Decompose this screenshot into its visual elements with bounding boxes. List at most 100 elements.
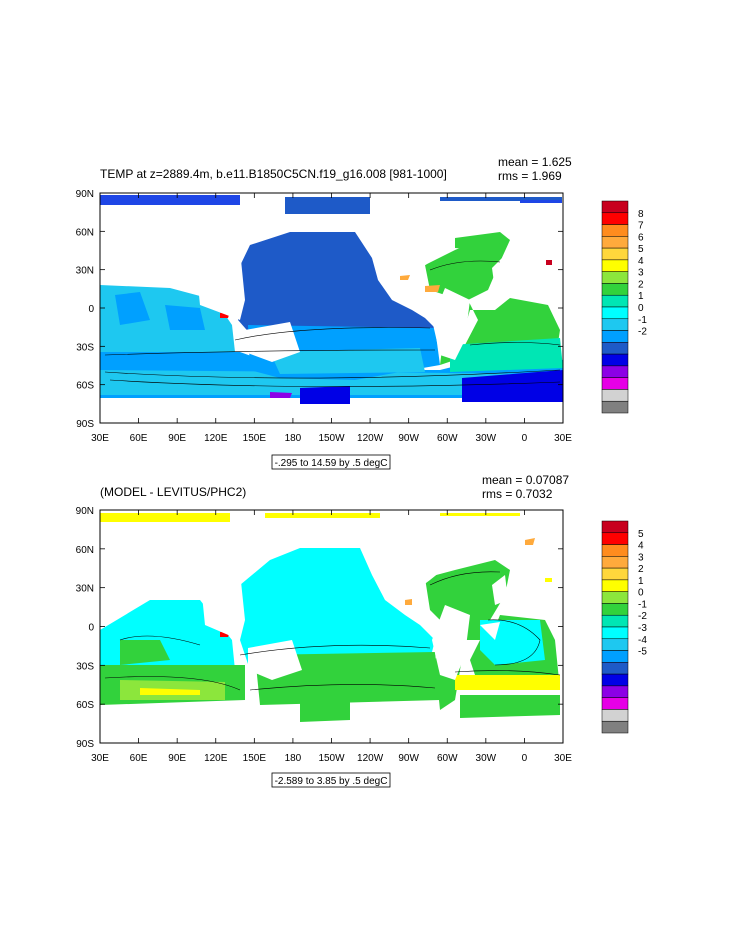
bottom-lat-label: 0 <box>88 623 94 634</box>
top-map-field <box>100 195 563 404</box>
bottom-colorbar-box <box>601 520 629 534</box>
top-colorbar-label: 8 <box>638 209 644 220</box>
bottom-colorbar-box <box>601 603 629 616</box>
bottom-colorbar-box <box>601 626 629 640</box>
top-lat-label: 60S <box>76 381 94 392</box>
top-lon-label: 30E <box>91 433 109 444</box>
top-colorbar-box <box>601 212 629 225</box>
top-colorbar-box <box>601 353 629 367</box>
top-range-text: -.295 to 14.59 by .5 degC <box>275 458 388 469</box>
bottom-colorbar-box <box>601 720 629 734</box>
bottom-lon-label: 90E <box>168 753 186 764</box>
top-lon-label: 90E <box>168 433 186 444</box>
bottom-lon-label: 150E <box>243 753 267 764</box>
top-lat-label: 60N <box>76 227 94 238</box>
top-colorbar-label: 1 <box>638 291 644 302</box>
bottom-colorbar-label: 5 <box>638 529 644 540</box>
top-lat-label: 30S <box>76 342 94 353</box>
bottom-lat-label: 60S <box>76 700 94 711</box>
top-colorbar-box <box>601 283 629 296</box>
top-colorbar-box <box>601 224 629 237</box>
bottom-lat-label: 90S <box>76 739 94 750</box>
top-range-box <box>271 454 391 470</box>
bottom-mean: mean = 0.07087 <box>482 473 569 487</box>
top-colorbar-box <box>601 342 629 355</box>
bottom-lon-label: 60E <box>130 753 148 764</box>
top-colorbar-label: 0 <box>638 303 644 314</box>
top-rms: rms = 1.969 <box>498 169 562 183</box>
top-lon-label: 150W <box>318 433 345 444</box>
bottom-colorbar-box <box>601 685 629 698</box>
top-panel: TEMP at z=2889.4m, b.e11.B1850C5CN.f19_g… <box>76 155 647 470</box>
top-colorbar-box <box>601 200 629 214</box>
top-colorbar-box <box>601 259 629 272</box>
top-lon-label: 120W <box>357 433 384 444</box>
bottom-colorbar-box <box>601 556 629 569</box>
top-colorbar-box <box>601 330 629 343</box>
bottom-colorbar-label: -5 <box>638 647 647 658</box>
top-lat-label: 30N <box>76 266 94 277</box>
bottom-lon-label: 30E <box>554 753 572 764</box>
top-colorbar-label: 5 <box>638 244 644 255</box>
bottom-colorbar-label: 0 <box>638 588 644 599</box>
bottom-colorbar-label: -4 <box>638 635 647 646</box>
bottom-lon-label: 30E <box>91 753 109 764</box>
bottom-colorbar-label: -3 <box>638 623 647 634</box>
top-lon-label: 30E <box>554 433 572 444</box>
bottom-colorbar-box <box>601 532 629 545</box>
top-lon-axis: 30E 60E 90E 120E 150E 180 150W 120W 90W 60W 30W 0 30… <box>91 193 572 444</box>
top-colorbar-label: 3 <box>638 268 644 279</box>
bottom-range-text: -2.589 to 3.85 by .5 degC <box>275 776 388 787</box>
bottom-colorbar-box <box>601 673 629 687</box>
bottom-colorbar-label: 3 <box>638 552 644 563</box>
top-colorbar-label: 6 <box>638 232 644 243</box>
bottom-panel: (MODEL - LEVITUS/PHC2) mean = 0.07087 rm… <box>76 473 647 788</box>
top-colorbar-box <box>601 306 629 320</box>
top-lon-label: 120E <box>204 433 228 444</box>
top-lat-axis: 90N 60N 30N 0 30S 60S 90S <box>76 189 563 430</box>
bottom-lon-label: 150W <box>318 753 345 764</box>
bottom-lat-label: 30S <box>76 661 94 672</box>
bottom-lon-label: 120W <box>357 753 384 764</box>
bottom-lon-axis: 30E 60E 90E 120E 150E 180 150W 120W 90W 60W 30W 0 30… <box>91 510 572 764</box>
bottom-colorbar-box <box>601 650 629 663</box>
bottom-colorbar-box <box>601 544 629 557</box>
bottom-colorbar-box <box>601 579 629 592</box>
top-lat-label: 0 <box>88 304 94 315</box>
bottom-range-box <box>271 772 391 788</box>
bottom-lat-label: 60N <box>76 545 94 556</box>
bottom-colorbar-label: -1 <box>638 599 647 610</box>
bottom-colorbar-label: 2 <box>638 564 644 575</box>
top-lon-label: 30W <box>476 433 497 444</box>
bottom-colorbar-label: -2 <box>638 611 647 622</box>
top-lat-label: 90N <box>76 189 94 200</box>
top-colorbar-box <box>601 400 629 414</box>
bottom-lon-label: 0 <box>522 753 528 764</box>
top-colorbar-label: -1 <box>638 315 647 326</box>
bottom-colorbar-box <box>601 567 629 581</box>
top-lon-label: 90W <box>398 433 419 444</box>
bottom-lon-label: 90W <box>398 753 419 764</box>
top-colorbar-box <box>601 365 629 378</box>
top-lon-label: 0 <box>522 433 528 444</box>
top-colorbar-label: -2 <box>638 327 647 338</box>
top-colorbar-label: 4 <box>638 256 644 267</box>
bottom-lon-label: 30W <box>476 753 497 764</box>
bottom-title: (MODEL - LEVITUS/PHC2) <box>100 485 246 499</box>
top-colorbar-box <box>601 389 629 402</box>
bottom-lat-axis: 90N 60N 30N 0 30S 60S 90S <box>76 506 563 750</box>
top-colorbar-label: 2 <box>638 279 644 290</box>
bottom-colorbar-box <box>601 591 629 604</box>
bottom-colorbar-box <box>601 697 629 710</box>
top-lon-label: 150E <box>243 433 267 444</box>
top-lon-label: 180 <box>285 433 302 444</box>
top-colorbar-box <box>601 318 629 331</box>
top-colorbar-label: 7 <box>638 221 644 232</box>
bottom-lon-label: 180 <box>285 753 302 764</box>
top-lat-label: 90S <box>76 419 94 430</box>
bottom-lat-label: 30N <box>76 584 94 595</box>
bottom-colorbar-box <box>601 662 629 675</box>
